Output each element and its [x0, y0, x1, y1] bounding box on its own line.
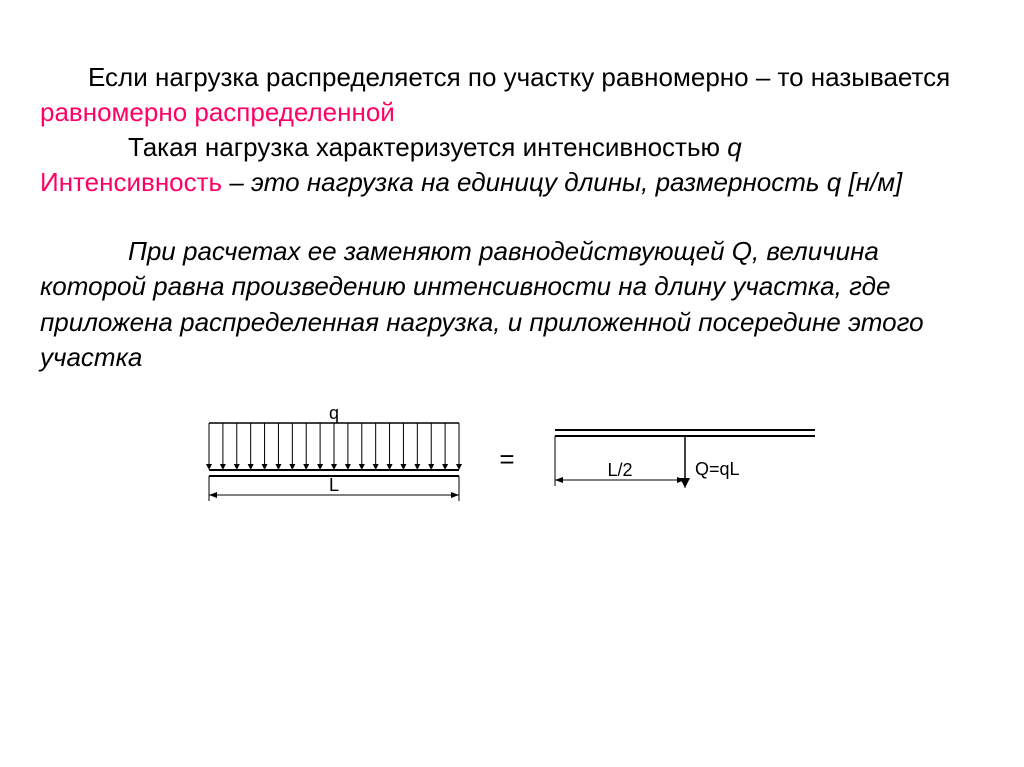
- gap: [40, 200, 984, 234]
- p3-pink: Интенсивность: [40, 167, 222, 197]
- svg-text:L/2: L/2: [607, 460, 632, 480]
- paragraph-3: Интенсивность – это нагрузка на единицу …: [40, 165, 984, 200]
- diagram: qL = Q=qLL/2: [40, 405, 984, 515]
- diagram-right: Q=qL L/2: [545, 405, 825, 515]
- svg-text:Q=qL: Q=qL: [695, 459, 740, 479]
- p2-plain: Такая нагрузка характеризуется интенсивн…: [128, 132, 727, 162]
- svg-text:L: L: [329, 475, 339, 495]
- page: Если нагрузка распределяется по участку …: [0, 0, 1024, 515]
- p4-text: При расчетах ее заменяют равнодействующе…: [40, 236, 924, 371]
- paragraph-1: Если нагрузка распределяется по участку …: [40, 60, 984, 130]
- paragraph-2: Такая нагрузка характеризуется интенсивн…: [40, 130, 984, 165]
- paragraph-4: При расчетах ее заменяют равнодействующе…: [40, 234, 984, 374]
- equals-sign: =: [499, 444, 514, 475]
- svg-text:q: q: [329, 405, 339, 423]
- p3-rest: – это нагрузка на единицу длины, размерн…: [222, 167, 902, 197]
- p1-pink: равномерно распределенной: [40, 97, 395, 127]
- diagram-left: qL: [199, 405, 469, 515]
- p1-pre: Если нагрузка распределяется по участку …: [88, 62, 950, 92]
- p2-q: q: [727, 132, 741, 162]
